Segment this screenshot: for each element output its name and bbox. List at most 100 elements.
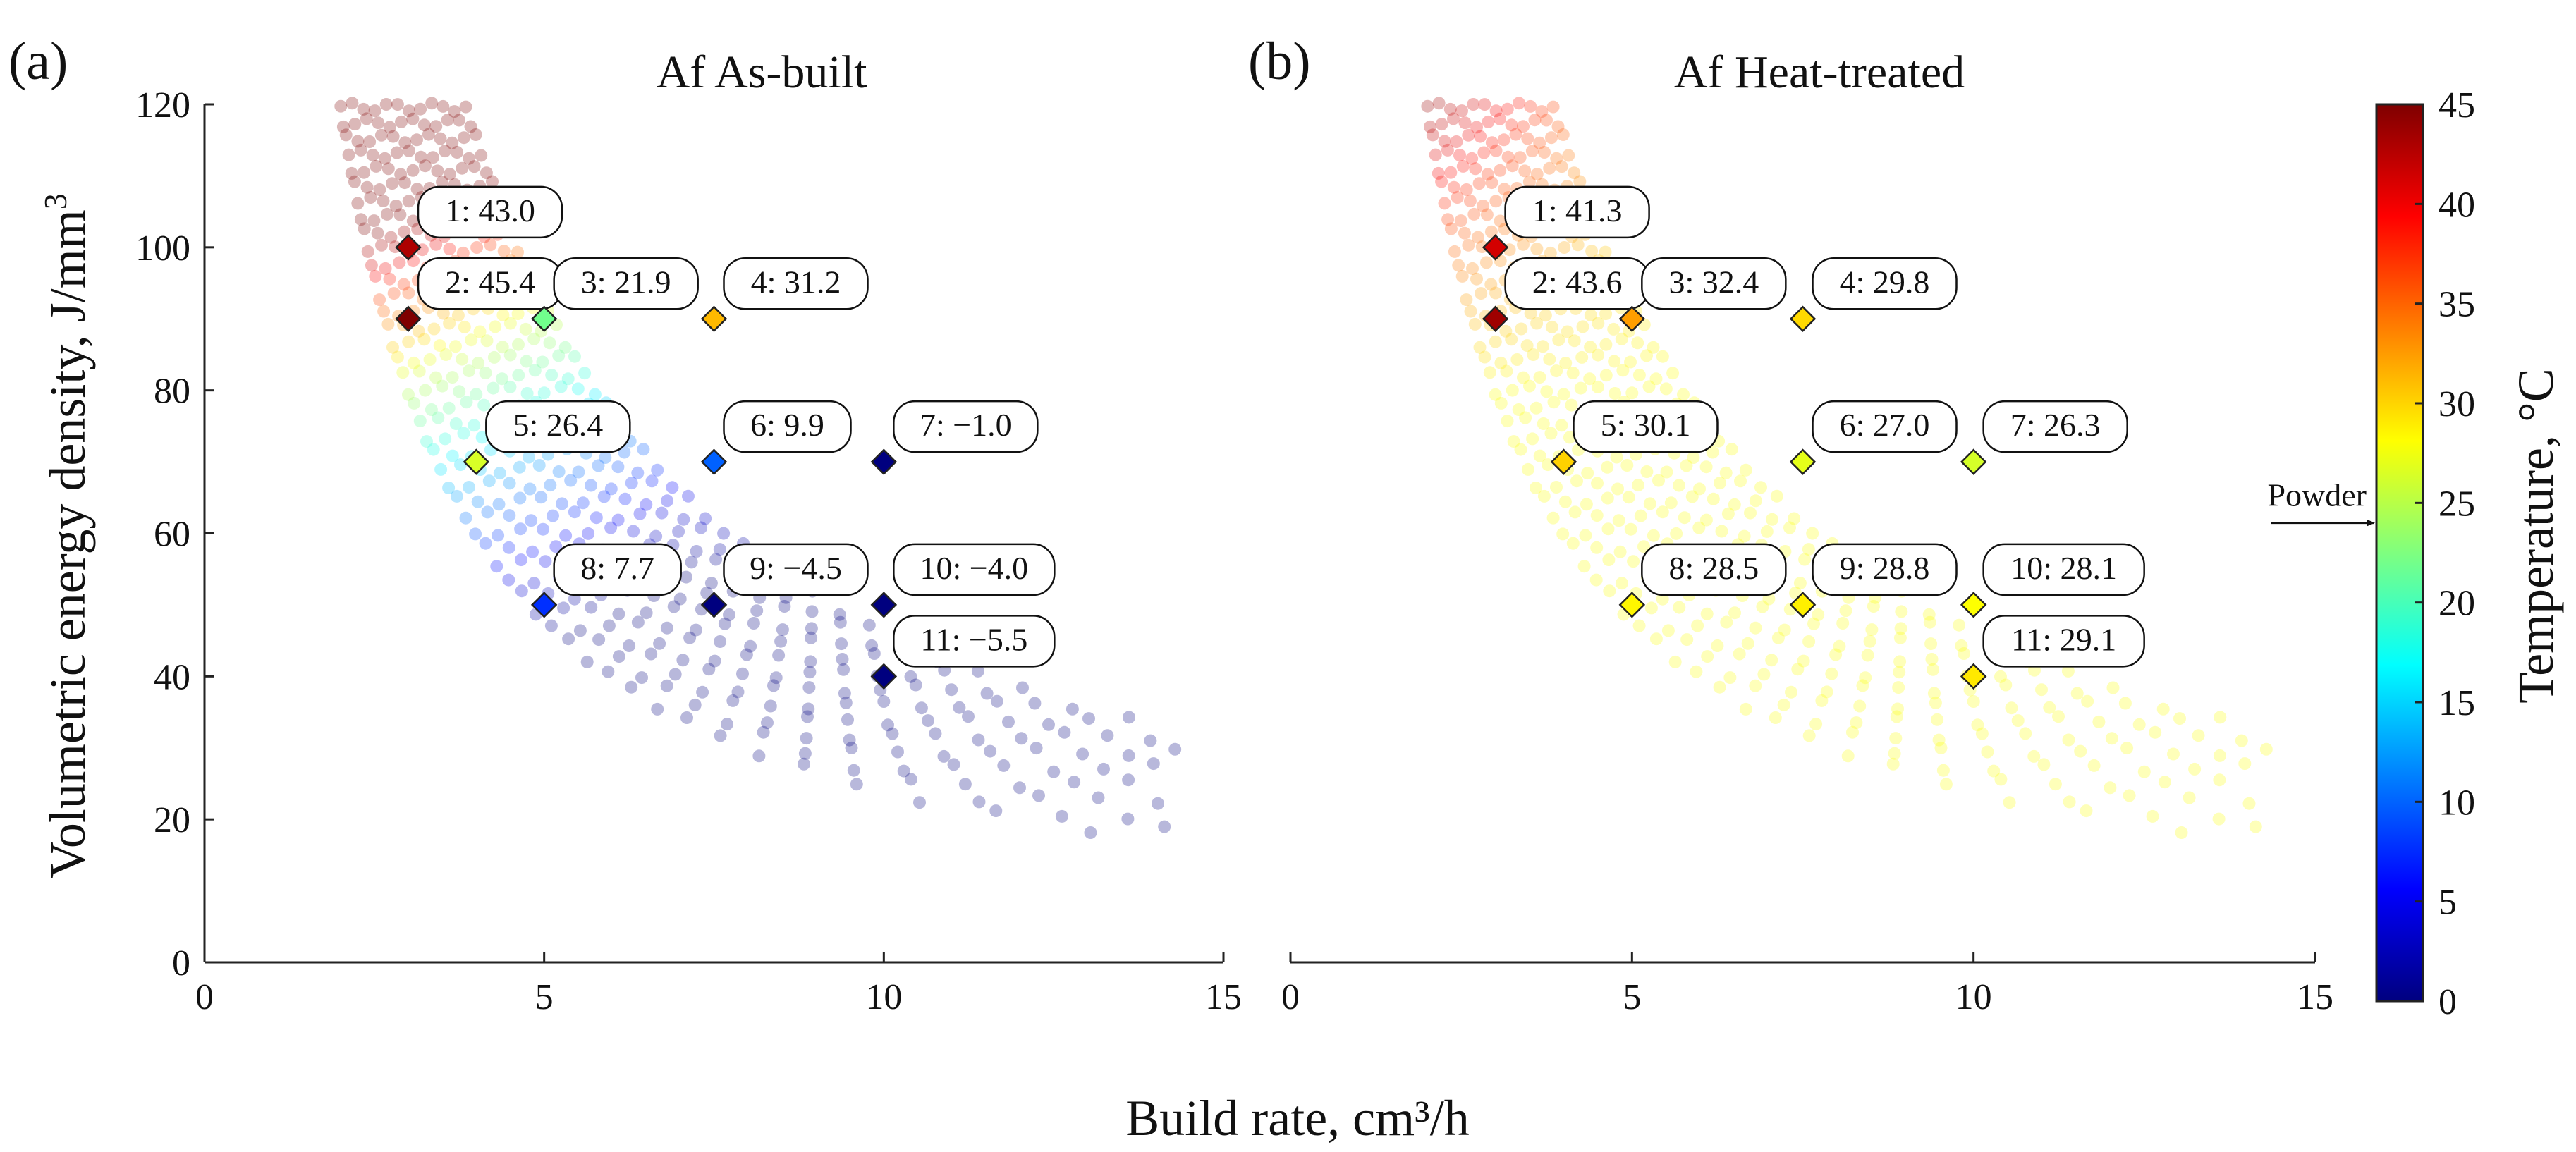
- background-point: [472, 357, 485, 369]
- background-point: [1066, 702, 1079, 716]
- background-point: [547, 509, 559, 522]
- background-point: [1599, 338, 1613, 351]
- panel-a-background-cloud: [334, 97, 1182, 839]
- background-point: [1925, 653, 1939, 666]
- background-point: [1460, 183, 1473, 196]
- background-point: [339, 128, 353, 142]
- background-point: [757, 725, 770, 739]
- background-point: [1121, 812, 1135, 826]
- background-point: [1550, 152, 1563, 165]
- background-point: [502, 573, 515, 587]
- data-label-a-7: 7: −1.0: [920, 407, 1012, 443]
- background-point: [1452, 259, 1465, 272]
- background-point: [653, 637, 666, 650]
- background-point: [512, 369, 525, 382]
- background-point: [1756, 600, 1769, 613]
- background-point: [368, 104, 381, 118]
- background-point: [2049, 778, 2062, 791]
- background-point: [1829, 648, 1843, 661]
- background-point: [953, 701, 966, 714]
- background-point: [1533, 136, 1546, 149]
- background-point: [1584, 309, 1597, 321]
- background-point: [477, 398, 491, 412]
- background-point: [1068, 776, 1081, 789]
- background-point: [1700, 607, 1714, 620]
- background-point: [1441, 213, 1455, 226]
- background-point: [1632, 619, 1646, 632]
- background-point: [2212, 812, 2226, 826]
- background-point: [2080, 804, 2093, 818]
- background-point: [1016, 681, 1029, 694]
- x-tick-label: 10: [865, 977, 902, 1017]
- background-point: [1927, 663, 1940, 676]
- background-point: [1749, 494, 1762, 508]
- background-point: [802, 681, 816, 694]
- background-point: [486, 175, 499, 188]
- data-point-a-10: [870, 592, 898, 618]
- background-point: [1501, 150, 1515, 164]
- background-point: [1470, 121, 1483, 134]
- background-point: [433, 339, 446, 353]
- data-point-a-2: [395, 305, 422, 333]
- background-point: [1015, 732, 1028, 745]
- background-point: [972, 733, 985, 747]
- background-point: [1576, 320, 1589, 333]
- background-point: [396, 366, 410, 379]
- y-axis-label-superscript: 3: [37, 193, 73, 209]
- background-point: [1728, 498, 1741, 511]
- data-label-box: [1812, 543, 1958, 596]
- background-point: [1634, 509, 1647, 522]
- background-point: [475, 431, 489, 444]
- background-point: [1615, 577, 1628, 590]
- background-point: [406, 214, 420, 228]
- background-point: [740, 648, 753, 661]
- data-label-box: [1641, 257, 1787, 310]
- background-point: [502, 541, 515, 554]
- background-point: [578, 367, 592, 380]
- data-point-a-6: [700, 448, 728, 475]
- background-point: [523, 451, 535, 464]
- data-label-a-1: 1: 43.0: [445, 192, 535, 228]
- data-point-a-11: [870, 663, 898, 690]
- background-point: [520, 387, 534, 400]
- background-point: [2052, 710, 2065, 723]
- background-point: [1447, 180, 1460, 194]
- background-point: [602, 619, 616, 632]
- background-point: [833, 608, 846, 621]
- data-point-b-5: [1550, 448, 1577, 475]
- background-point: [468, 419, 481, 432]
- x-tick-label: 10: [1955, 977, 1992, 1017]
- background-point: [1421, 99, 1434, 113]
- background-point: [1680, 633, 1694, 647]
- background-point: [503, 380, 517, 393]
- data-label-b-4: 4: 29.8: [1840, 264, 1930, 300]
- background-point: [422, 128, 435, 141]
- background-point: [1530, 243, 1544, 256]
- background-point: [1924, 637, 1938, 651]
- background-point: [354, 213, 367, 226]
- background-point: [1611, 482, 1624, 496]
- background-point: [1466, 262, 1479, 275]
- background-point: [403, 104, 415, 118]
- background-point: [904, 670, 917, 683]
- background-point: [2106, 681, 2120, 694]
- data-label-b-1: 1: 41.3: [1532, 192, 1623, 228]
- background-point: [1494, 112, 1506, 125]
- background-point: [685, 556, 698, 569]
- background-point: [1640, 349, 1653, 362]
- background-point: [465, 333, 478, 347]
- background-point: [496, 309, 510, 321]
- background-point: [2156, 702, 2170, 716]
- background-point: [1455, 269, 1469, 283]
- background-point: [1518, 164, 1532, 178]
- background-point: [590, 511, 603, 525]
- background-point: [1482, 115, 1495, 128]
- background-point: [2132, 718, 2146, 731]
- background-point: [850, 778, 863, 791]
- data-point-b-4: [1789, 305, 1817, 333]
- background-point: [439, 432, 452, 446]
- background-point: [535, 491, 548, 504]
- background-point: [1643, 497, 1656, 510]
- background-point: [1889, 732, 1903, 745]
- panel-a-axes: 0 5 10 15 0 20 40 60 80 100 120: [135, 85, 1242, 1017]
